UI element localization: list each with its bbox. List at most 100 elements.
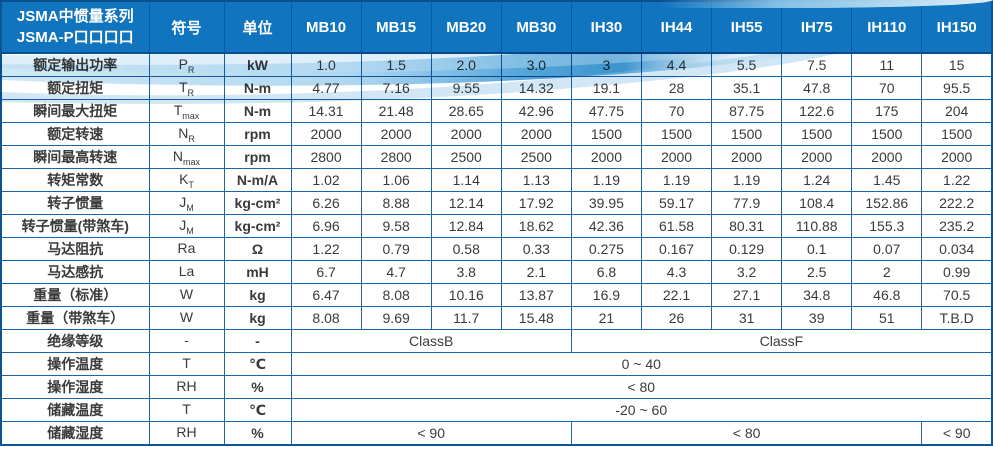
spec-table-header: JSMA中惯量系列 JSMA-P口口口口 符号 单位 MB10 MB15 MB20 M… [0, 0, 993, 54]
symbol-subscript: R [188, 133, 195, 144]
symbol-cell: Nmax [148, 145, 225, 169]
value-cell: 31 [711, 306, 783, 330]
value-cell: 0.58 [430, 237, 502, 261]
value-cell: 1500 [851, 122, 923, 146]
value-cell: 61.58 [640, 214, 713, 238]
value-cell: 3.8 [430, 260, 502, 284]
value-cell: 27.1 [711, 283, 783, 307]
value-cell: 1.13 [500, 168, 572, 192]
symbol-main: J [179, 216, 187, 233]
unit-cell: kg-cm² [223, 191, 292, 215]
value-cell: 9.69 [360, 306, 432, 330]
value-cell: 14.31 [290, 99, 362, 123]
symbol-main: W [179, 285, 194, 302]
value-cell: 21 [570, 306, 642, 330]
value-cell: 1.22 [290, 237, 362, 261]
value-cell: 11.7 [430, 306, 502, 330]
spec-row-merged: 储藏温度 T ℃ -20 ~ 60 [0, 398, 993, 422]
value-cell: 22.1 [640, 283, 713, 307]
unit-cell: % [223, 421, 292, 446]
row-label: 额定输出功率 [0, 52, 150, 77]
value-cell: 77.9 [711, 191, 783, 215]
symbol-main: RH [176, 423, 197, 440]
unit-cell: mH [223, 260, 292, 284]
value-cell: 1.19 [711, 168, 783, 192]
value-cell: 0.79 [360, 237, 432, 261]
value-cell: 35.1 [711, 76, 783, 100]
value-cell: 46.8 [851, 283, 923, 307]
value-cell: 1.5 [360, 52, 432, 77]
value-cell: 2000 [500, 122, 572, 146]
value-cell: 19.1 [570, 76, 642, 100]
merged-value-cell: -20 ~ 60 [290, 398, 993, 422]
value-cell: 108.4 [781, 191, 853, 215]
spec-row: 马达阻抗 Ra Ω 1.22 0.79 0.58 0.33 0.275 0.167 0.129 0.… [0, 237, 993, 261]
symbol-main: RH [176, 377, 197, 394]
spec-row: 额定转速 NR rpm 2000 2000 2000 2000 1500 1500 1500 150… [0, 122, 993, 146]
symbol-main: La [178, 262, 195, 279]
row-label: 马达感抗 [0, 260, 150, 284]
value-cell: 42.96 [500, 99, 572, 123]
value-cell: 4.77 [290, 76, 362, 100]
symbol-cell: TR [148, 76, 225, 100]
row-label: 转子惯量 [0, 191, 150, 215]
row-label: 重量（带煞车） [0, 306, 150, 330]
symbol-main: N [178, 124, 189, 141]
symbol-main: T [178, 78, 188, 95]
value-cell: 9.58 [360, 214, 432, 238]
value-cell: 7.5 [781, 52, 853, 77]
value-cell: 28.65 [430, 99, 502, 123]
series-title-line1: JSMA中惯量系列 [16, 8, 134, 25]
value-cell: 47.75 [570, 99, 642, 123]
col-header-model-mb15: MB15 [360, 0, 432, 54]
value-cell: 204 [921, 99, 993, 123]
value-cell: 175 [851, 99, 923, 123]
value-cell: 21.48 [360, 99, 432, 123]
symbol-main: N [172, 147, 184, 164]
value-cell: 2500 [430, 145, 502, 169]
value-cell: 0.1 [781, 237, 853, 261]
value-cell: 0.167 [640, 237, 713, 261]
value-cell: 1500 [921, 122, 993, 146]
value-cell: 87.75 [711, 99, 783, 123]
value-cell: 1.45 [851, 168, 923, 192]
value-cell: 80.31 [711, 214, 783, 238]
value-cell: 70 [851, 76, 923, 100]
symbol-cell: NR [148, 122, 225, 146]
value-cell: 2800 [360, 145, 432, 169]
value-cell: 155.3 [851, 214, 923, 238]
value-cell: 6.7 [290, 260, 362, 284]
value-cell: 1.02 [290, 168, 362, 192]
value-cell: 3 [570, 52, 642, 77]
symbol-main: T [173, 101, 183, 118]
value-cell: 28 [640, 76, 713, 100]
value-cell: 5.5 [711, 52, 783, 77]
value-cell: 0.33 [500, 237, 572, 261]
unit-cell: N-m [223, 76, 292, 100]
value-cell: 8.08 [290, 306, 362, 330]
value-cell: 7.16 [360, 76, 432, 100]
value-cell: 2500 [500, 145, 572, 169]
spec-row: 转子惯量(带煞车) JM kg-cm² 6.96 9.58 12.84 18.62 42.36… [0, 214, 993, 238]
unit-cell: kg [223, 283, 292, 307]
value-cell: 0.275 [570, 237, 642, 261]
value-cell: 222.2 [921, 191, 993, 215]
row-label: 储藏温度 [0, 398, 150, 422]
symbol-main: K [179, 170, 189, 187]
col-header-model-mb10: MB10 [290, 0, 362, 54]
value-cell: 8.88 [360, 191, 432, 215]
value-cell: 1500 [640, 122, 713, 146]
value-cell: 2.0 [430, 52, 502, 77]
col-header-model-mb20: MB20 [430, 0, 502, 54]
value-cell: 4.3 [640, 260, 713, 284]
value-cell: 51 [851, 306, 923, 330]
merged-value-cell: 0 ~ 40 [290, 352, 993, 376]
value-cell: T.B.D [921, 306, 993, 330]
value-cell: 122.6 [781, 99, 853, 123]
row-label: 储藏湿度 [0, 421, 150, 446]
unit-cell: rpm [223, 145, 292, 169]
value-cell: 0.07 [851, 237, 923, 261]
value-cell: 3.0 [500, 52, 572, 77]
value-cell: 2000 [711, 145, 783, 169]
value-cell: 47.8 [781, 76, 853, 100]
